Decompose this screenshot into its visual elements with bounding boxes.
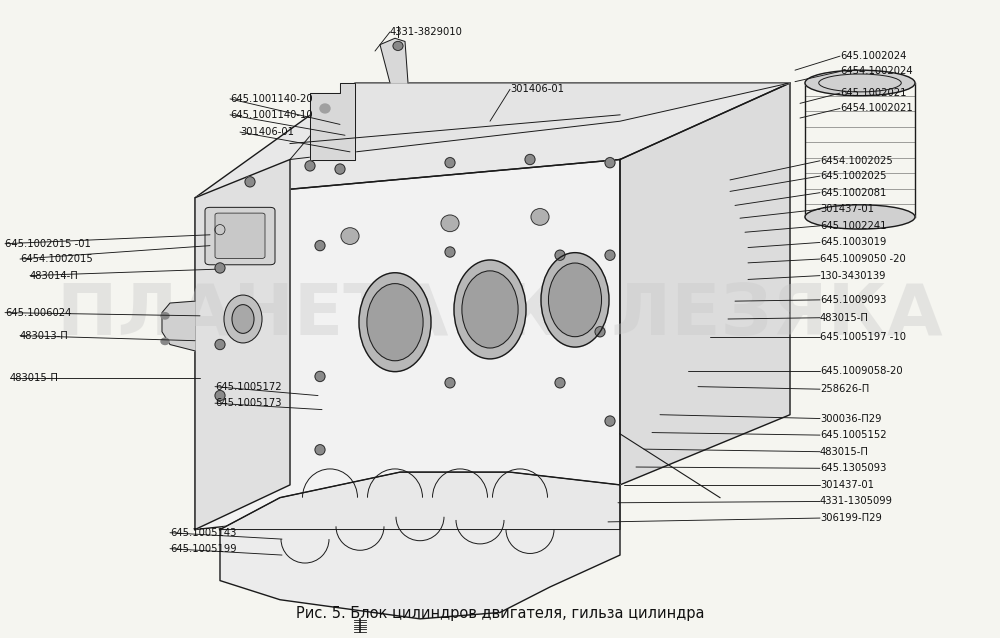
Text: 258626-П: 258626-П bbox=[820, 384, 869, 394]
Ellipse shape bbox=[215, 225, 225, 235]
Ellipse shape bbox=[315, 371, 325, 382]
Polygon shape bbox=[195, 160, 620, 530]
Ellipse shape bbox=[305, 161, 315, 171]
Ellipse shape bbox=[548, 263, 602, 337]
Ellipse shape bbox=[367, 284, 423, 360]
Ellipse shape bbox=[541, 253, 609, 347]
Text: 6454.1002015: 6454.1002015 bbox=[20, 254, 93, 264]
Text: 483013-П: 483013-П bbox=[20, 330, 69, 341]
Ellipse shape bbox=[805, 205, 915, 229]
Text: 301437-01: 301437-01 bbox=[820, 480, 874, 490]
FancyBboxPatch shape bbox=[215, 213, 265, 258]
Polygon shape bbox=[162, 301, 195, 351]
Ellipse shape bbox=[161, 313, 169, 319]
Polygon shape bbox=[220, 472, 620, 530]
Text: 645.1005197 -10: 645.1005197 -10 bbox=[820, 332, 906, 342]
Text: 645.1001140-20: 645.1001140-20 bbox=[230, 94, 313, 104]
Text: 300036-П29: 300036-П29 bbox=[820, 413, 882, 424]
Polygon shape bbox=[220, 472, 620, 619]
Ellipse shape bbox=[605, 416, 615, 426]
Ellipse shape bbox=[335, 164, 345, 174]
Ellipse shape bbox=[595, 327, 605, 337]
Text: 645.1005152: 645.1005152 bbox=[820, 430, 887, 440]
Ellipse shape bbox=[245, 177, 255, 187]
Ellipse shape bbox=[555, 250, 565, 260]
Text: ПЛАНЕТА ЖЕЛЕЗЯКА: ПЛАНЕТА ЖЕЛЕЗЯКА bbox=[57, 281, 943, 350]
Text: 645.1009093: 645.1009093 bbox=[820, 295, 886, 305]
Text: 645.1005173: 645.1005173 bbox=[215, 398, 282, 408]
Ellipse shape bbox=[445, 247, 455, 257]
Text: 645.1002021: 645.1002021 bbox=[840, 88, 906, 98]
Ellipse shape bbox=[161, 338, 169, 345]
Text: 645.1002081: 645.1002081 bbox=[820, 188, 886, 198]
Text: 6454.1002021: 6454.1002021 bbox=[840, 103, 913, 114]
Ellipse shape bbox=[393, 41, 403, 50]
Ellipse shape bbox=[441, 215, 459, 232]
Ellipse shape bbox=[605, 250, 615, 260]
Text: 645.1003019: 645.1003019 bbox=[820, 237, 886, 248]
Text: 6454.1002025: 6454.1002025 bbox=[820, 156, 893, 166]
Polygon shape bbox=[310, 83, 355, 160]
Ellipse shape bbox=[555, 378, 565, 388]
Text: 301406-01: 301406-01 bbox=[240, 127, 294, 137]
Text: 4331-3829010: 4331-3829010 bbox=[390, 27, 463, 37]
Ellipse shape bbox=[605, 158, 615, 168]
Ellipse shape bbox=[359, 273, 431, 371]
Ellipse shape bbox=[454, 260, 526, 359]
Text: 645.1005172: 645.1005172 bbox=[215, 382, 282, 392]
Ellipse shape bbox=[224, 295, 262, 343]
Polygon shape bbox=[620, 83, 790, 485]
Text: 645.1009058-20: 645.1009058-20 bbox=[820, 366, 903, 376]
Text: Рис. 5. Блок цилиндров двигателя, гильза цилиндра: Рис. 5. Блок цилиндров двигателя, гильза… bbox=[296, 606, 704, 621]
Text: 4331-1305099: 4331-1305099 bbox=[820, 496, 893, 507]
Text: 483015-П: 483015-П bbox=[10, 373, 59, 383]
Text: 130-3430139: 130-3430139 bbox=[820, 271, 887, 281]
Text: 645.1001140-10: 645.1001140-10 bbox=[230, 110, 313, 120]
Text: 483015-П: 483015-П bbox=[820, 313, 869, 323]
Polygon shape bbox=[195, 160, 290, 530]
Polygon shape bbox=[380, 38, 408, 83]
Text: 483015-П: 483015-П bbox=[820, 447, 869, 457]
Ellipse shape bbox=[232, 305, 254, 333]
Text: 645.1006024: 645.1006024 bbox=[5, 308, 71, 318]
Text: 645.1009050 -20: 645.1009050 -20 bbox=[820, 254, 906, 264]
Ellipse shape bbox=[531, 209, 549, 225]
Ellipse shape bbox=[215, 390, 225, 401]
Text: 483014-П: 483014-П bbox=[30, 271, 79, 281]
Ellipse shape bbox=[462, 271, 518, 348]
Ellipse shape bbox=[315, 241, 325, 251]
Ellipse shape bbox=[320, 104, 330, 113]
Ellipse shape bbox=[445, 378, 455, 388]
Text: 645.1002024: 645.1002024 bbox=[840, 51, 906, 61]
Text: 645.1002015 -01: 645.1002015 -01 bbox=[5, 239, 91, 249]
Text: 301437-01: 301437-01 bbox=[820, 204, 874, 214]
Text: 301406-01: 301406-01 bbox=[510, 84, 564, 94]
Ellipse shape bbox=[525, 154, 535, 165]
Ellipse shape bbox=[315, 445, 325, 455]
Ellipse shape bbox=[215, 263, 225, 273]
Polygon shape bbox=[290, 83, 790, 160]
FancyBboxPatch shape bbox=[205, 207, 275, 265]
Text: 306199-П29: 306199-П29 bbox=[820, 513, 882, 523]
Text: 645.1002025: 645.1002025 bbox=[820, 171, 887, 181]
Ellipse shape bbox=[445, 158, 455, 168]
Ellipse shape bbox=[805, 70, 915, 96]
Text: 645.1002241: 645.1002241 bbox=[820, 221, 887, 231]
Polygon shape bbox=[195, 83, 790, 198]
Ellipse shape bbox=[215, 339, 225, 350]
Text: 645.1305093: 645.1305093 bbox=[820, 463, 886, 473]
Text: 645.1005143: 645.1005143 bbox=[170, 528, 236, 538]
Ellipse shape bbox=[341, 228, 359, 244]
Text: 6454.1002024: 6454.1002024 bbox=[840, 66, 913, 77]
Text: 645.1005199: 645.1005199 bbox=[170, 544, 237, 554]
